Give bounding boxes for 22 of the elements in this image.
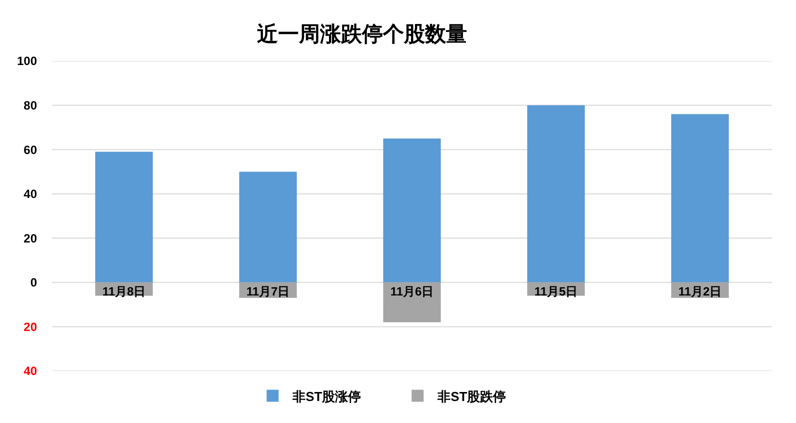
y-tick-label: 0 bbox=[30, 276, 38, 290]
y-tick-label: 60 bbox=[24, 142, 38, 157]
chart-title: 近一周涨跌停个股数量 bbox=[256, 23, 468, 46]
bar bbox=[527, 105, 585, 282]
legend-label: 非ST股跌停 bbox=[436, 388, 506, 404]
x-tick-label: 11月5日 bbox=[534, 284, 578, 298]
bar bbox=[671, 114, 729, 282]
legend-label: 非ST股涨停 bbox=[292, 388, 362, 404]
bar bbox=[239, 172, 297, 282]
y-tick-label: 20 bbox=[24, 320, 38, 334]
bar bbox=[383, 138, 441, 282]
bar bbox=[95, 152, 153, 282]
y-tick-label: 100 bbox=[16, 54, 38, 68]
y-tick-label: 80 bbox=[24, 98, 38, 112]
x-tick-label: 11月6日 bbox=[390, 284, 434, 298]
y-tick-label: 40 bbox=[24, 364, 38, 378]
bar bbox=[383, 282, 441, 322]
x-tick-label: 11月2日 bbox=[678, 284, 722, 298]
y-tick-label: 20 bbox=[24, 231, 38, 246]
y-tick-label: 40 bbox=[24, 187, 38, 202]
x-tick-label: 11月8日 bbox=[102, 284, 146, 298]
x-tick-label: 11月7日 bbox=[246, 284, 290, 298]
